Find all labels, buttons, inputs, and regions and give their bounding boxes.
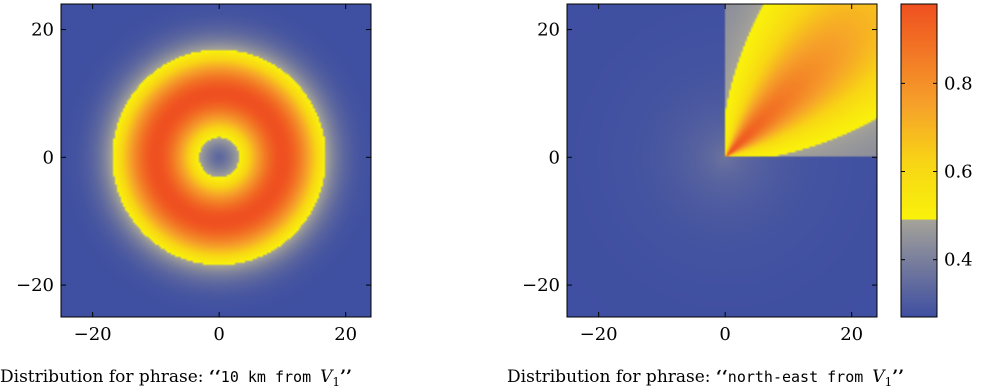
x-tick-label: −20 xyxy=(580,324,618,345)
colorbar-tick-label: 0.8 xyxy=(944,73,973,94)
heatmap-northeast-image xyxy=(567,4,877,317)
y-tick-label: 0 xyxy=(43,147,54,168)
x-tick-label: 0 xyxy=(719,324,730,345)
heatmap-ring-ticks: −20 0 20 −20 0 20 xyxy=(16,4,371,345)
heatmap-ring-caption: Distribution for phrase: ‘‘10 km from V1… xyxy=(0,367,352,389)
colorbar-frame xyxy=(900,3,938,318)
y-tick-label: 20 xyxy=(31,20,54,41)
heatmap-northeast-frame xyxy=(566,3,878,318)
heatmap-ring-image xyxy=(61,4,371,317)
x-tick-label: 0 xyxy=(213,324,224,345)
heatmap-northeast-ticks: −20 0 20 −20 0 20 xyxy=(522,4,877,345)
colorbar-tick-label: 0.4 xyxy=(944,250,973,271)
y-tick-label: −20 xyxy=(522,275,560,296)
heatmap-northeast-panel: −20 0 20 −20 0 20 Distribution for phrase: ‘‘… xyxy=(507,3,904,389)
colorbar-tick-label: 0.6 xyxy=(944,162,973,183)
colorbar-fill xyxy=(901,4,937,317)
heatmap-northeast-caption: Distribution for phrase: ‘‘north-east fr… xyxy=(507,367,904,389)
heatmap-ring-panel: −20 0 20 −20 0 20 Distribution for phrase: ‘‘… xyxy=(0,3,372,389)
colorbar: 0.4 0.6 0.8 xyxy=(900,3,973,318)
y-tick-label: 20 xyxy=(537,20,560,41)
x-tick-label: 20 xyxy=(334,324,357,345)
y-tick-label: 0 xyxy=(549,147,560,168)
x-tick-label: −20 xyxy=(74,324,112,345)
colorbar-ticks: 0.4 0.6 0.8 xyxy=(901,73,973,271)
y-tick-label: −20 xyxy=(16,275,54,296)
x-tick-label: 20 xyxy=(840,324,863,345)
heatmap-ring-frame xyxy=(60,3,372,318)
